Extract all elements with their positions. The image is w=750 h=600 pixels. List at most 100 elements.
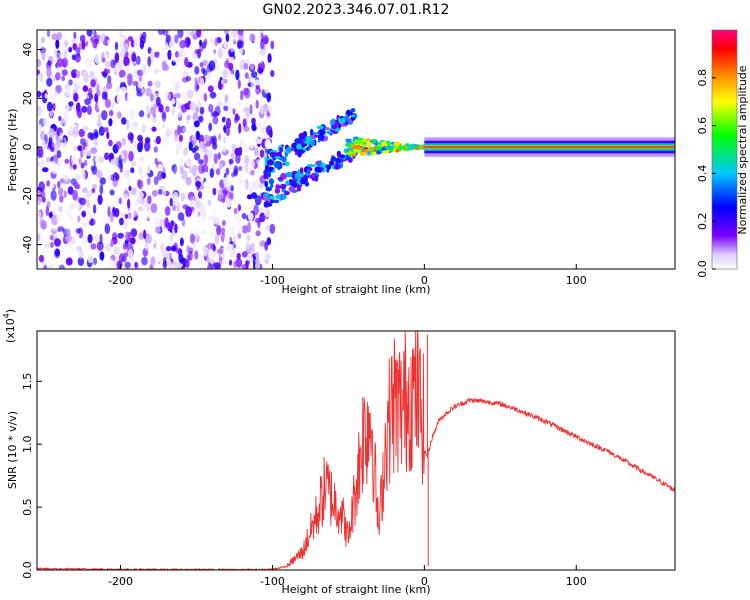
spectrogram-cell [285,171,293,178]
spectrogram-cell [244,87,251,99]
spectrogram-cell [144,242,149,252]
spectrogram-cell [217,152,221,160]
spectrogram-cell [153,146,158,153]
spectrogram-cell [46,67,52,78]
spectrogram-cell [309,128,314,136]
spectrogram-cell [253,147,259,157]
spectrogram-cell [227,39,233,48]
spectrogram-cell [250,92,257,100]
spectrogram-cell [94,54,100,64]
spectrogram-cell [65,245,71,256]
spectrogram-cell [255,159,263,165]
spectrogram-cell [369,147,375,150]
spectrogram-cell [221,227,226,235]
spectrogram-cell [82,85,89,92]
spectrogram-cell [147,151,153,157]
spectrogram-cell [208,60,216,71]
spectrogram-cell [162,256,167,268]
spectrogram-cell [138,199,146,206]
spectrogram-cell [41,140,47,150]
spectrogram-cell [141,256,148,266]
spectrogram-cell [99,36,105,43]
spectrogram-cell [204,181,208,187]
spectrogram-cell [211,207,218,217]
spectrogram-cell [212,116,219,125]
spectrogram-cell [132,124,138,133]
spectrogram-cell [174,34,179,44]
snr-panel: -200 -100 0 100 0.0 0.5 1.0 1.5 Height of stra… [2,309,676,596]
spectrogram-cell [203,154,209,165]
spectrogram-cell [213,99,218,108]
spectrogram-cell [194,250,199,260]
spectrogram-cell [83,70,87,78]
spectrogram-cell [193,145,199,151]
spectrogram-cell [108,258,114,267]
spectrogram-cell [269,223,276,234]
spectrogram-cell [37,59,42,68]
spectrogram-cell [55,212,61,223]
spectrogram-cell [150,49,155,58]
spectrogram-cell [157,30,165,35]
spectrogram-cell [76,47,81,58]
spectrogram-cell [182,49,186,56]
spectrogram-cell [77,215,81,223]
spectrogram-cell [127,132,134,141]
spectrogram-cell [366,143,372,146]
spectrogram-cell [248,140,254,150]
spectrogram-cell [311,164,316,168]
spectrogram-cell [264,164,270,172]
spectrogram-cell [139,241,146,247]
spectrogram-cell [249,33,256,42]
spectrogram-cell [213,48,217,55]
spectrogram-cell [255,86,261,95]
spectrogram-cell [128,185,132,191]
spectrogram-cell [353,139,361,144]
spectrogram-cell [90,165,96,171]
spectrogram-cell [191,209,199,218]
spectrogram-cell [147,80,153,87]
spectrogram-cell [144,141,151,152]
spectrogram-cell [174,92,181,99]
spectrogram-cell [101,57,106,63]
snr-x-tick-label: -100 [260,575,285,588]
spectrogram-cell [213,153,218,165]
spectrogram-cell [340,154,345,159]
spectrogram-cell [139,174,145,181]
spectrogram-cell [263,192,270,198]
spectrogram-cell [306,146,309,151]
spectrogram-cell [232,248,237,254]
spectrogram-cell [296,185,302,192]
spectrogram-cell [251,123,257,132]
spectrogram-cell [93,30,97,38]
spectrogram-cell [361,138,367,143]
spectrogram-cell [43,117,48,127]
spectrogram-cell [169,210,174,217]
spectrogram-cell [100,203,106,211]
spectrogram-cell [171,245,177,252]
spectrogram-cell [228,158,234,164]
spectrogram-cell [326,168,330,173]
spectrogram-cell [41,50,46,61]
spectrogram-cell [141,63,147,75]
spectrogram-cell [189,101,197,111]
spectrogram-cell [86,105,92,116]
spectrogram-cell [239,90,244,101]
spectrogram-cell [81,39,86,50]
spectrogram-cell [181,187,187,194]
spectrogram-cell [69,244,75,253]
spectrogram-cell [60,42,66,54]
spectrogram-cell [123,169,131,178]
spectrogram-cell [131,161,137,167]
spectrogram-carrier-band [424,146,675,148]
spectrogram-cell [42,196,46,203]
spectrogram-cell [279,147,284,153]
spectrogram-cell [56,150,62,159]
spectrogram-cell [191,199,196,206]
spectrogram-cell [192,112,199,122]
spectrogram-cell [40,230,48,239]
spectrogram-cell [253,204,259,216]
spectrogram-cell [279,183,287,190]
spectrogram-cell [395,148,399,153]
spectrogram-cell [222,69,229,78]
spectrogram-cell [214,62,220,73]
